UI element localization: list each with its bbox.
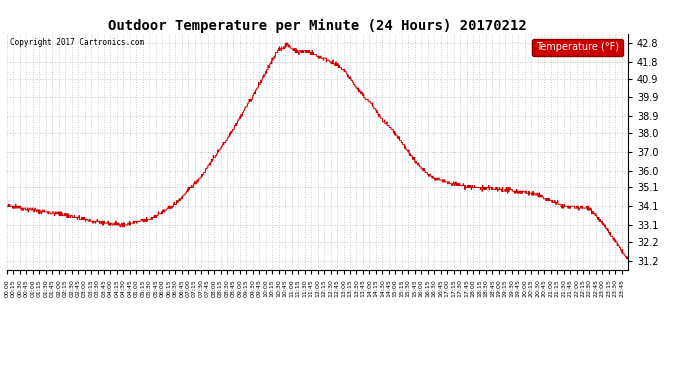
Title: Outdoor Temperature per Minute (24 Hours) 20170212: Outdoor Temperature per Minute (24 Hours… — [108, 18, 526, 33]
Legend: Temperature (°F): Temperature (°F) — [532, 39, 623, 56]
Text: Copyright 2017 Cartronics.com: Copyright 2017 Cartronics.com — [10, 39, 144, 48]
